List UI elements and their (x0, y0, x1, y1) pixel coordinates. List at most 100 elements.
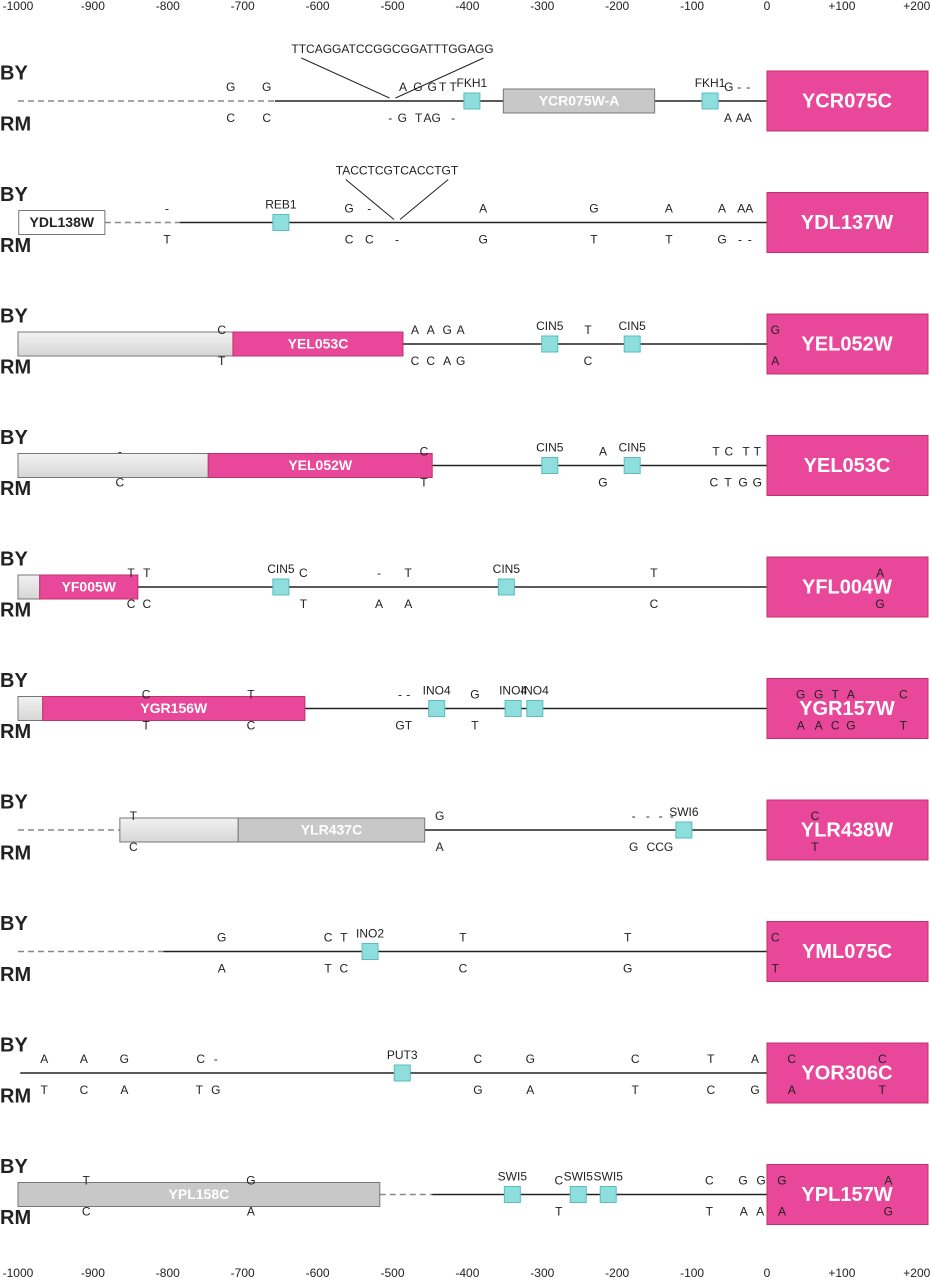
variant: - (388, 111, 392, 125)
variant: - (451, 111, 455, 125)
main-gene-label: YEL053C (804, 455, 891, 477)
axis-tick-label: -900 (81, 1266, 105, 1280)
variant: C (324, 931, 333, 945)
main-gene-label: YGR157W (799, 698, 895, 720)
axis-tick-label: -1000 (3, 0, 34, 13)
variant: AA (736, 111, 752, 125)
strain-label: BY (0, 427, 28, 449)
binding-site (541, 335, 559, 353)
strain-label: RM (0, 599, 31, 621)
axis-tick-label: -200 (605, 0, 629, 13)
variant: - (367, 202, 371, 216)
variant: T (300, 597, 308, 611)
site-label: CIN5 (619, 319, 647, 333)
strain-label: BY (0, 913, 28, 935)
variant: T (340, 931, 348, 945)
variant: G (226, 80, 235, 94)
axis-tick-label: -300 (530, 1266, 554, 1280)
variant: C (217, 323, 226, 337)
site-label: SWI5 (594, 1170, 624, 1184)
variant: A (457, 323, 465, 337)
gene-box (17, 696, 44, 721)
variant: T (584, 323, 592, 337)
main-gene-box (766, 556, 929, 618)
variant: T (742, 445, 750, 459)
variant: G (738, 476, 747, 490)
variant: T (706, 1205, 714, 1219)
variant: C (706, 1083, 715, 1097)
variant: C (831, 719, 840, 733)
gene-label: YCR075W-A (539, 93, 620, 109)
axis-tick-label: -100 (680, 1266, 704, 1280)
main-gene-box (766, 678, 929, 739)
variant: A (756, 1205, 764, 1219)
strain-label: RM (0, 964, 31, 986)
strain-label: RM (0, 235, 31, 257)
strain-label: BY (0, 670, 28, 692)
strain-label: BY (0, 184, 28, 206)
variant: T (127, 566, 135, 580)
variant: G (629, 840, 638, 854)
variant: T (712, 445, 720, 459)
gene-box (119, 817, 239, 843)
variant: C (226, 111, 235, 125)
site-label: INO2 (356, 927, 384, 941)
main-gene-box (766, 192, 929, 253)
variant: - (632, 809, 636, 823)
variant: C (339, 962, 348, 976)
variant: A (404, 597, 412, 611)
variant: C (811, 809, 820, 823)
variant: T (471, 719, 479, 733)
variant: G (456, 354, 465, 368)
variant: AA (737, 202, 753, 216)
gene-label: YDL138W (30, 214, 95, 230)
axis-tick-label: 0 (764, 1266, 771, 1280)
variant: - (738, 233, 742, 247)
strain-label: BY (0, 62, 28, 84)
variant: T (879, 1083, 887, 1097)
variant: G (814, 688, 823, 702)
binding-site (393, 1064, 411, 1082)
variant: G (884, 1205, 893, 1219)
variant: - (398, 688, 402, 702)
variant: T (707, 1052, 715, 1066)
axis-tick-label: +200 (903, 0, 930, 13)
site-label: INO4 (423, 684, 451, 698)
variant: A (718, 202, 726, 216)
variant: T (439, 80, 447, 94)
binding-site (504, 700, 522, 717)
main-gene-label: YEL052W (801, 333, 892, 355)
variant: A (665, 202, 673, 216)
variant: T (405, 566, 413, 580)
variant: A (778, 1205, 786, 1219)
strain-label: RM (0, 842, 31, 864)
main-gene-label: YFL004W (802, 576, 892, 598)
variant: G (717, 233, 726, 247)
variant: G (473, 1083, 482, 1097)
variant: A (479, 202, 487, 216)
gene-box (232, 331, 404, 357)
gene-box (237, 817, 426, 843)
variant: G (753, 476, 762, 490)
variant: T (82, 1174, 90, 1188)
variant: C (345, 233, 354, 247)
variant: G (120, 1052, 129, 1066)
variant: G (443, 323, 452, 337)
site-label: SWI6 (669, 805, 699, 819)
variant: T (590, 233, 598, 247)
gene-box (207, 453, 433, 478)
gene-box (17, 331, 234, 357)
binding-site (428, 700, 446, 717)
gene-label: YGR156W (140, 700, 208, 716)
main-gene-box (766, 435, 929, 496)
strain-label: BY (0, 791, 28, 813)
variant: C (142, 597, 151, 611)
variant: C (127, 597, 136, 611)
variant: T (324, 962, 332, 976)
variant: G (435, 809, 444, 823)
variant: C (247, 719, 256, 733)
binding-site (541, 457, 559, 474)
main-gene-box (766, 313, 929, 375)
variant: C (650, 597, 659, 611)
variant: - (748, 233, 752, 247)
